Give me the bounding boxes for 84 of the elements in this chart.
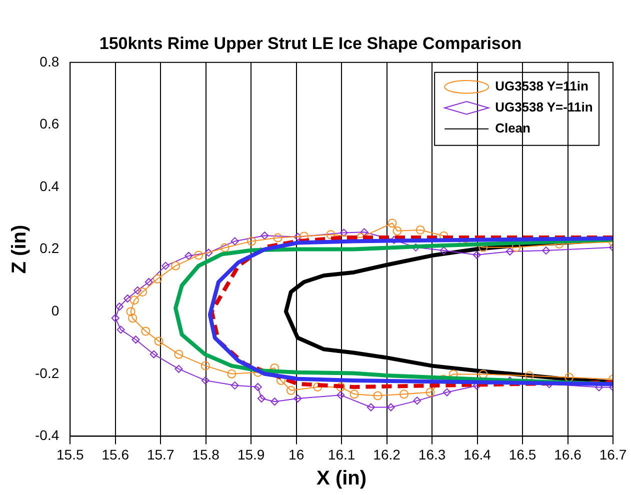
point — [524, 371, 534, 380]
point — [130, 296, 139, 305]
x-tick-label: 15.6 — [102, 446, 130, 462]
point — [388, 218, 397, 228]
x-tick-label: 16.7 — [599, 446, 627, 462]
point — [171, 261, 180, 270]
y-tick-label: -0.2 — [35, 364, 60, 381]
point — [336, 382, 346, 392]
point — [204, 248, 213, 257]
x-tick-label: 16.1 — [328, 446, 356, 462]
point — [200, 361, 210, 370]
point — [126, 307, 136, 316]
y-tick-label: 0.8 — [40, 53, 60, 70]
point — [174, 350, 184, 359]
x-tick-label: 16.4 — [464, 446, 492, 462]
point — [115, 302, 124, 311]
x-tick-label: 16.3 — [418, 446, 446, 462]
y-tick-label: 0.6 — [40, 116, 60, 132]
point — [116, 326, 125, 334]
point — [386, 403, 395, 412]
y-tick-label: 0.2 — [40, 240, 60, 256]
point — [373, 391, 382, 400]
x-axis-title: X (in) — [316, 468, 367, 490]
x-tick-label: 16 — [288, 446, 304, 462]
x-tick-label: 15.5 — [56, 446, 84, 462]
point — [399, 390, 408, 399]
point — [392, 226, 402, 236]
point — [230, 237, 239, 246]
point — [184, 252, 193, 260]
point — [360, 228, 368, 236]
point — [152, 274, 162, 284]
y-axis-title: Z (in) — [8, 224, 31, 274]
point — [478, 370, 488, 379]
point — [257, 394, 266, 403]
point — [247, 236, 256, 246]
point — [144, 278, 153, 286]
point — [230, 381, 239, 390]
point — [273, 233, 282, 242]
point — [220, 243, 230, 252]
point — [134, 286, 142, 294]
point — [416, 225, 425, 234]
x-tick-label: 16.5 — [508, 446, 536, 462]
point — [150, 350, 158, 358]
point — [542, 246, 550, 255]
y-tick-label: 0.4 — [40, 178, 60, 194]
x-tick-label: 16.2 — [373, 446, 401, 462]
point — [270, 398, 279, 406]
x-tick-label: 15.9 — [237, 446, 265, 462]
x-tick-label: 16.6 — [554, 446, 582, 462]
point — [194, 250, 204, 260]
point — [254, 382, 262, 391]
point — [413, 396, 422, 405]
point — [154, 336, 164, 346]
point — [472, 250, 481, 259]
point — [366, 403, 375, 412]
point — [138, 287, 148, 296]
y-tick-label: 0 — [51, 302, 60, 318]
point — [174, 364, 183, 373]
point — [132, 336, 140, 344]
x-tick-label: 15.8 — [192, 446, 220, 462]
point — [350, 390, 359, 399]
x-tick-label: 15.7 — [146, 446, 174, 462]
point — [506, 247, 514, 256]
point — [141, 326, 150, 336]
point — [442, 388, 451, 396]
point — [294, 394, 302, 403]
point — [128, 314, 138, 323]
point — [162, 262, 170, 270]
point — [426, 388, 435, 397]
point — [260, 232, 269, 240]
point — [313, 382, 322, 392]
point — [286, 386, 296, 395]
point — [111, 314, 120, 322]
point — [124, 294, 132, 303]
point — [201, 376, 210, 384]
point — [564, 372, 574, 382]
point — [440, 246, 448, 255]
point — [336, 391, 345, 400]
point — [326, 230, 336, 240]
point — [294, 232, 302, 241]
chart-title: 150knts Rime Upper Strut LE Ice Shape Comparison — [99, 34, 522, 53]
y-tick-label: -0.4 — [35, 427, 60, 444]
point — [340, 228, 348, 237]
point — [227, 369, 236, 378]
